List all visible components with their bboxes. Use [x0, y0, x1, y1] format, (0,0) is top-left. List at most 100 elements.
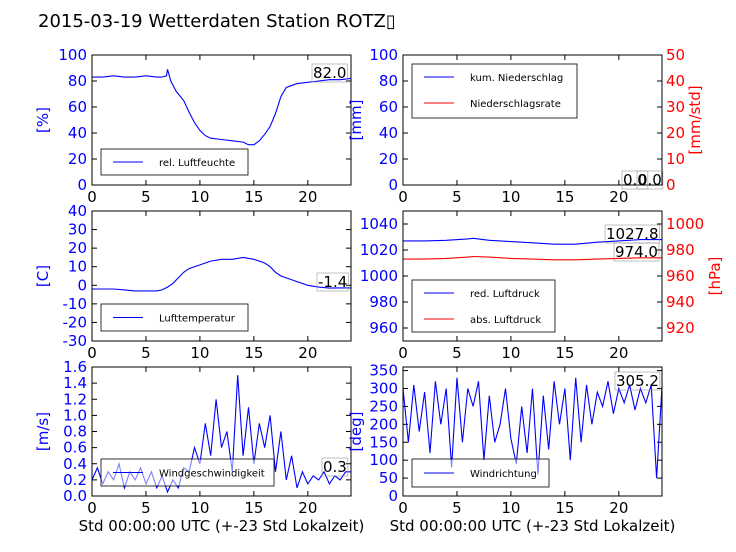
precipitation-ytick-label: 20	[379, 150, 398, 168]
wind-speed-xlabel: Std 00:00:00 UTC (+-23 Std Lokalzeit)	[79, 517, 365, 535]
precipitation-frame	[402, 54, 663, 186]
pressure-legend-label-1: abs. Luftdruck	[470, 315, 541, 326]
temperature-xtick-label: 0	[87, 344, 97, 362]
wind-direction-ytick-label: 0	[388, 487, 398, 505]
wind-speed-xtick-label: 20	[298, 499, 317, 517]
humidity-legend-label-0: rel. Luftfeuchte	[159, 158, 235, 169]
humidity-ytick-label: 100	[58, 46, 87, 64]
wind-speed-ytick-label: 1.4	[63, 374, 87, 392]
temperature-ylabel: [C]	[34, 265, 52, 287]
temperature-xtick-label: 10	[190, 344, 209, 362]
humidity-xtick-label: 20	[298, 188, 317, 206]
temperature-xtick-label: 5	[141, 344, 151, 362]
wind-speed-value-label-0: 0.3	[323, 458, 347, 476]
temperature-xtick-label: 15	[244, 344, 263, 362]
pressure-xtick-label: 10	[501, 344, 520, 362]
wind-direction-ytick-label: 150	[369, 433, 398, 451]
wind-speed-xtick-label: 10	[190, 499, 209, 517]
humidity-xtick-label: 15	[244, 188, 263, 206]
wind-direction-xtick-label: 5	[452, 499, 462, 517]
temperature-ytick-label: 30	[68, 221, 87, 239]
humidity-series-0	[92, 69, 352, 146]
temperature-value-label-0: -1.4	[318, 273, 347, 291]
precipitation-xtick-label: 15	[555, 188, 574, 206]
precipitation-ytick2-label: 20	[666, 124, 685, 142]
temperature-legend-label-0: Lufttemperatur	[159, 314, 236, 325]
wind-direction-series-0	[402, 377, 663, 479]
wind-direction-ytick-label: 350	[369, 362, 398, 380]
temperature-ytick-label: 10	[68, 258, 87, 276]
pressure-xtick-label: 5	[452, 344, 462, 362]
precipitation-legend-label-0: kum. Niederschlag	[470, 73, 563, 84]
wind-direction-ytick-label: 300	[369, 380, 398, 398]
wind-direction-legend: Windrichtung	[411, 458, 550, 488]
humidity-ytick-label: 80	[68, 72, 87, 90]
wind-speed-ytick-label: 1.2	[63, 390, 87, 408]
pressure-series-1	[403, 255, 662, 261]
wind-speed-ylabel: [m/s]	[34, 412, 52, 451]
wind-direction-ytick-label: 200	[369, 415, 398, 433]
humidity-ytick-label: 20	[68, 150, 87, 168]
pressure-legend: red. Luftdruck abs. Luftdruck	[411, 279, 556, 333]
humidity-ytick-label: 60	[68, 98, 87, 116]
precipitation-ylabel2: [mm/std]	[686, 85, 704, 154]
wind-speed-ytick-label: 0.8	[63, 423, 87, 441]
precipitation-value-box-0	[621, 170, 649, 190]
humidity-value-label-0: 82.0	[313, 64, 346, 82]
humidity-panel: 0 5 10 15 20 0 20 40 60 80 100 [%] rel. Luftfeuchte 8…	[34, 46, 352, 206]
wind-direction-ytick-label: 100	[369, 451, 398, 469]
humidity-legend: rel. Luftfeuchte	[100, 148, 249, 176]
pressure-legend-box	[411, 279, 556, 333]
wind-speed-xtick-label: 5	[141, 499, 151, 517]
pressure-ytick-label: 1000	[360, 267, 398, 285]
humidity-frame	[91, 54, 352, 186]
wind-direction-ylabel: [deg]	[347, 412, 365, 452]
precipitation-ytick-label: 100	[369, 46, 398, 64]
page-title: 2015-03-19 Wetterdaten Station ROTZ▯	[38, 11, 396, 32]
precipitation-panel: 0 5 10 15 20 0 20 40 60 80 100 0 10 20 30 40 50 [mm] [mm/s…	[347, 46, 704, 206]
wind-speed-ytick-label: 0.2	[63, 471, 87, 489]
humidity-xtick-label: 0	[87, 188, 97, 206]
precipitation-value-label-1: 0.0	[638, 171, 662, 189]
precipitation-legend-box	[411, 63, 578, 119]
wind-speed-ytick-label: 0.0	[63, 487, 87, 505]
precipitation-legend-label-1: Niederschlagsrate	[470, 99, 561, 110]
wind-speed-legend: Windgeschwindigkeit	[100, 458, 275, 487]
wind-speed-legend-label-0: Windgeschwindigkeit	[159, 469, 265, 480]
temperature-legend: Lufttemperatur	[100, 303, 249, 332]
precipitation-ytick-label: 40	[379, 124, 398, 142]
wind-speed-xtick-label: 0	[87, 499, 97, 517]
temperature-ytick-label: 0	[77, 276, 87, 294]
temperature-ytick-label: 20	[68, 239, 87, 257]
precipitation-ytick2-label: 50	[666, 46, 685, 64]
pressure-ytick-label: 1040	[360, 215, 398, 233]
precipitation-value-label-0: 0.0	[623, 171, 647, 189]
precipitation-legend: kum. Niederschlag Niederschlagsrate	[411, 63, 578, 119]
pressure-ytick2-label: 1000	[666, 215, 704, 233]
temperature-ytick-label: 40	[68, 202, 87, 220]
pressure-ytick2-label: 980	[666, 241, 695, 259]
wind-direction-legend-label-0: Windrichtung	[470, 469, 537, 480]
pressure-value-box-1	[613, 242, 660, 262]
pressure-xtick-label: 15	[555, 344, 574, 362]
temperature-xtick-label: 20	[298, 344, 317, 362]
pressure-ytick2-label: 920	[666, 319, 695, 337]
humidity-ytick-label: 0	[77, 176, 87, 194]
precipitation-xtick-label: 10	[501, 188, 520, 206]
precipitation-xtick-label: 0	[398, 188, 408, 206]
precipitation-ytick-label: 80	[379, 72, 398, 90]
precipitation-ytick-label: 60	[379, 98, 398, 116]
pressure-xtick-label: 20	[609, 344, 628, 362]
wind-direction-frame	[402, 366, 663, 497]
temperature-ytick-label: -20	[63, 313, 88, 331]
temperature-value-box-0	[316, 272, 349, 292]
pressure-ytick-label: 980	[369, 293, 398, 311]
pressure-value-label-0: 1027.8	[606, 225, 659, 243]
precipitation-value-box-1	[636, 170, 664, 190]
precipitation-ytick-label: 0	[388, 176, 398, 194]
precipitation-xtick-label: 20	[609, 188, 628, 206]
pressure-value-label-1: 974.0	[615, 243, 658, 261]
wind-direction-xlabel: Std 00:00:00 UTC (+-23 Std Lokalzeit)	[390, 517, 676, 535]
